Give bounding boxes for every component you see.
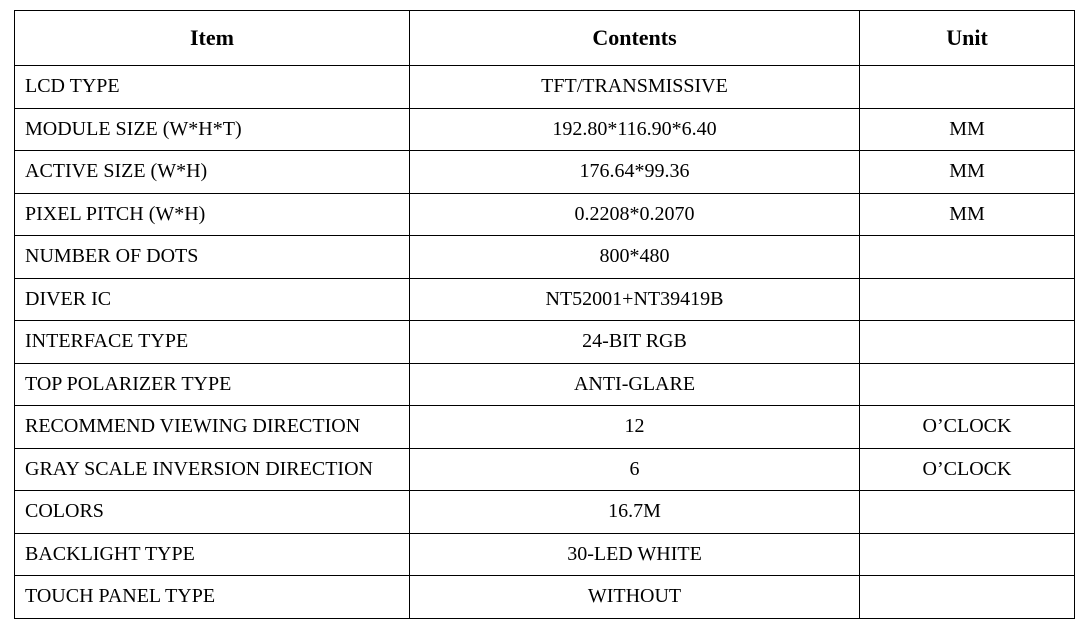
cell-item: PIXEL PITCH (W*H) (15, 193, 410, 236)
cell-unit (860, 66, 1075, 109)
cell-contents: 16.7M (410, 491, 860, 534)
table-row: RECOMMEND VIEWING DIRECTION 12 O’CLOCK (15, 406, 1075, 449)
table-row: DIVER IC NT52001+NT39419B (15, 278, 1075, 321)
cell-contents: TFT/TRANSMISSIVE (410, 66, 860, 109)
cell-item: TOP POLARIZER TYPE (15, 363, 410, 406)
cell-item: ACTIVE SIZE (W*H) (15, 151, 410, 194)
table-row: PIXEL PITCH (W*H) 0.2208*0.2070 MM (15, 193, 1075, 236)
table-row: MODULE SIZE (W*H*T) 192.80*116.90*6.40 M… (15, 108, 1075, 151)
cell-item: TOUCH PANEL TYPE (15, 576, 410, 619)
table-row: GRAY SCALE INVERSION DIRECTION 6 O’CLOCK (15, 448, 1075, 491)
cell-unit (860, 236, 1075, 279)
cell-contents: 192.80*116.90*6.40 (410, 108, 860, 151)
cell-unit (860, 491, 1075, 534)
table-row: NUMBER OF DOTS 800*480 (15, 236, 1075, 279)
cell-item: COLORS (15, 491, 410, 534)
cell-item: LCD TYPE (15, 66, 410, 109)
cell-item: NUMBER OF DOTS (15, 236, 410, 279)
table-row: INTERFACE TYPE 24-BIT RGB (15, 321, 1075, 364)
cell-contents: 0.2208*0.2070 (410, 193, 860, 236)
cell-unit: O’CLOCK (860, 448, 1075, 491)
cell-unit: MM (860, 108, 1075, 151)
cell-unit (860, 363, 1075, 406)
cell-contents: 800*480 (410, 236, 860, 279)
table-row: BACKLIGHT TYPE 30-LED WHITE (15, 533, 1075, 576)
table-header-row: Item Contents Unit (15, 11, 1075, 66)
cell-unit: MM (860, 151, 1075, 194)
cell-item: MODULE SIZE (W*H*T) (15, 108, 410, 151)
cell-unit (860, 321, 1075, 364)
cell-contents: WITHOUT (410, 576, 860, 619)
cell-item: INTERFACE TYPE (15, 321, 410, 364)
cell-contents: 12 (410, 406, 860, 449)
cell-contents: 24-BIT RGB (410, 321, 860, 364)
table-row: TOUCH PANEL TYPE WITHOUT (15, 576, 1075, 619)
cell-unit (860, 278, 1075, 321)
header-contents: Contents (410, 11, 860, 66)
table-row: LCD TYPE TFT/TRANSMISSIVE (15, 66, 1075, 109)
cell-item: BACKLIGHT TYPE (15, 533, 410, 576)
table-row: TOP POLARIZER TYPE ANTI-GLARE (15, 363, 1075, 406)
cell-item: RECOMMEND VIEWING DIRECTION (15, 406, 410, 449)
cell-unit (860, 533, 1075, 576)
header-unit: Unit (860, 11, 1075, 66)
header-item: Item (15, 11, 410, 66)
cell-item: DIVER IC (15, 278, 410, 321)
cell-contents: ANTI-GLARE (410, 363, 860, 406)
table-row: ACTIVE SIZE (W*H) 176.64*99.36 MM (15, 151, 1075, 194)
cell-contents: NT52001+NT39419B (410, 278, 860, 321)
cell-item: GRAY SCALE INVERSION DIRECTION (15, 448, 410, 491)
spec-table: Item Contents Unit LCD TYPE TFT/TRANSMIS… (14, 10, 1075, 619)
table-row: COLORS 16.7M (15, 491, 1075, 534)
cell-unit: O’CLOCK (860, 406, 1075, 449)
cell-unit (860, 576, 1075, 619)
cell-unit: MM (860, 193, 1075, 236)
cell-contents: 176.64*99.36 (410, 151, 860, 194)
cell-contents: 6 (410, 448, 860, 491)
cell-contents: 30-LED WHITE (410, 533, 860, 576)
